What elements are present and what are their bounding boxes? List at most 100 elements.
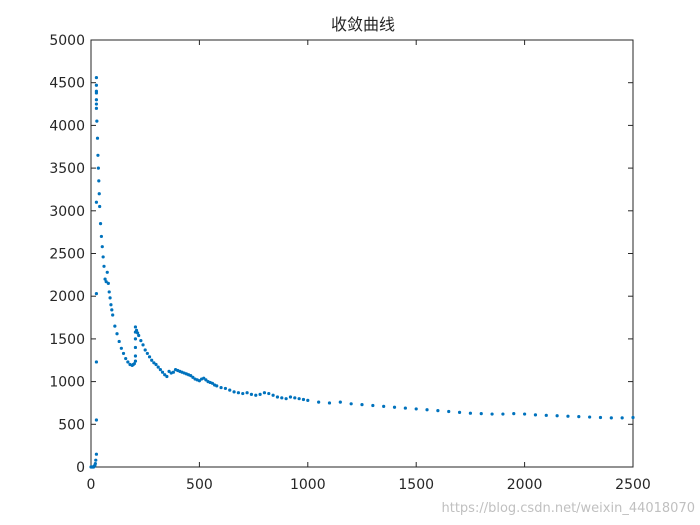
data-point bbox=[94, 83, 99, 87]
data-point bbox=[94, 452, 99, 456]
chart-title: 收敛曲线 bbox=[331, 15, 395, 34]
data-point bbox=[267, 391, 271, 396]
data-point bbox=[94, 458, 98, 462]
data-point bbox=[371, 403, 375, 408]
data-point bbox=[210, 381, 215, 385]
data-point bbox=[425, 408, 429, 412]
data-point bbox=[133, 325, 138, 329]
data-point bbox=[95, 136, 100, 140]
data-point bbox=[95, 119, 99, 123]
data-point bbox=[191, 375, 195, 379]
data-point bbox=[98, 204, 102, 209]
data-point bbox=[97, 179, 101, 183]
y-tick-label: 1500 bbox=[49, 332, 85, 348]
data-point bbox=[523, 412, 527, 416]
data-point bbox=[533, 413, 538, 417]
y-tick-label: 2500 bbox=[49, 247, 85, 263]
data-point bbox=[403, 406, 407, 410]
y-tick-label: 0 bbox=[76, 460, 85, 476]
data-point bbox=[96, 153, 100, 157]
data-point bbox=[577, 415, 581, 419]
data-point bbox=[141, 343, 145, 347]
data-point bbox=[102, 264, 106, 268]
data-point bbox=[94, 102, 99, 106]
data-point bbox=[132, 362, 136, 366]
data-point bbox=[382, 404, 386, 408]
data-point bbox=[631, 415, 635, 420]
data-point bbox=[121, 351, 126, 356]
data-point bbox=[156, 365, 160, 369]
y-axis: 0 500 1000 1500 2000 2500 3000 3500 4000 4500 5000 bbox=[49, 33, 633, 476]
data-point bbox=[555, 414, 559, 418]
y-tick-label: 4000 bbox=[49, 118, 85, 134]
data-point bbox=[94, 292, 99, 296]
data-point bbox=[105, 270, 109, 274]
data-point bbox=[236, 391, 241, 395]
x-tick-label: 2000 bbox=[507, 477, 543, 493]
data-point bbox=[392, 405, 397, 409]
data-point bbox=[262, 391, 267, 395]
x-tick-label: 1500 bbox=[398, 477, 434, 493]
data-point bbox=[139, 339, 143, 343]
data-point bbox=[566, 414, 570, 418]
data-point bbox=[111, 313, 115, 317]
data-point bbox=[245, 391, 249, 395]
data-point bbox=[447, 409, 451, 414]
data-point bbox=[94, 360, 99, 364]
data-point bbox=[98, 222, 103, 226]
data-point bbox=[457, 410, 462, 414]
data-point bbox=[258, 392, 262, 397]
data-point bbox=[219, 385, 223, 390]
x-tick-label: 500 bbox=[186, 477, 213, 493]
data-point bbox=[145, 351, 149, 356]
data-point bbox=[414, 407, 418, 411]
data-point bbox=[154, 362, 158, 367]
data-point bbox=[249, 392, 254, 397]
watermark-text: https://blog.csdn.net/weixin_44018070 bbox=[441, 501, 695, 516]
data-point bbox=[501, 412, 505, 416]
y-tick-label: 5000 bbox=[49, 33, 85, 49]
data-point bbox=[113, 324, 117, 328]
data-point bbox=[620, 416, 624, 420]
data-point bbox=[152, 361, 156, 365]
data-point bbox=[158, 368, 162, 372]
data-point bbox=[94, 98, 99, 102]
data-point bbox=[215, 384, 219, 388]
data-point bbox=[106, 281, 110, 285]
y-tick-label: 3000 bbox=[49, 204, 85, 220]
data-point bbox=[107, 290, 111, 294]
data-point bbox=[96, 166, 100, 170]
data-point bbox=[436, 409, 440, 413]
data-point bbox=[202, 376, 206, 380]
data-point bbox=[297, 397, 301, 401]
data-point bbox=[137, 333, 141, 338]
data-point bbox=[109, 303, 113, 307]
data-point bbox=[284, 397, 288, 401]
data-point bbox=[280, 396, 284, 400]
data-point bbox=[147, 355, 152, 359]
data-point bbox=[468, 411, 472, 415]
data-point bbox=[104, 280, 108, 284]
data-series bbox=[89, 75, 635, 469]
data-point bbox=[160, 370, 165, 374]
data-point bbox=[100, 245, 104, 249]
data-point bbox=[99, 234, 104, 239]
data-point bbox=[94, 75, 99, 80]
data-point bbox=[94, 200, 99, 204]
y-tick-label: 3500 bbox=[49, 161, 85, 177]
y-tick-label: 500 bbox=[58, 417, 85, 433]
data-point bbox=[544, 413, 548, 417]
y-tick-label: 1000 bbox=[49, 375, 85, 391]
data-point bbox=[93, 461, 97, 466]
data-point bbox=[588, 415, 592, 419]
data-point bbox=[360, 403, 364, 407]
data-point bbox=[288, 395, 293, 399]
y-tick-label: 4500 bbox=[49, 76, 85, 92]
data-point bbox=[133, 345, 138, 350]
data-point bbox=[117, 339, 121, 344]
data-point bbox=[232, 390, 236, 394]
data-point bbox=[254, 393, 258, 397]
data-point bbox=[150, 358, 154, 362]
data-point bbox=[110, 308, 114, 312]
